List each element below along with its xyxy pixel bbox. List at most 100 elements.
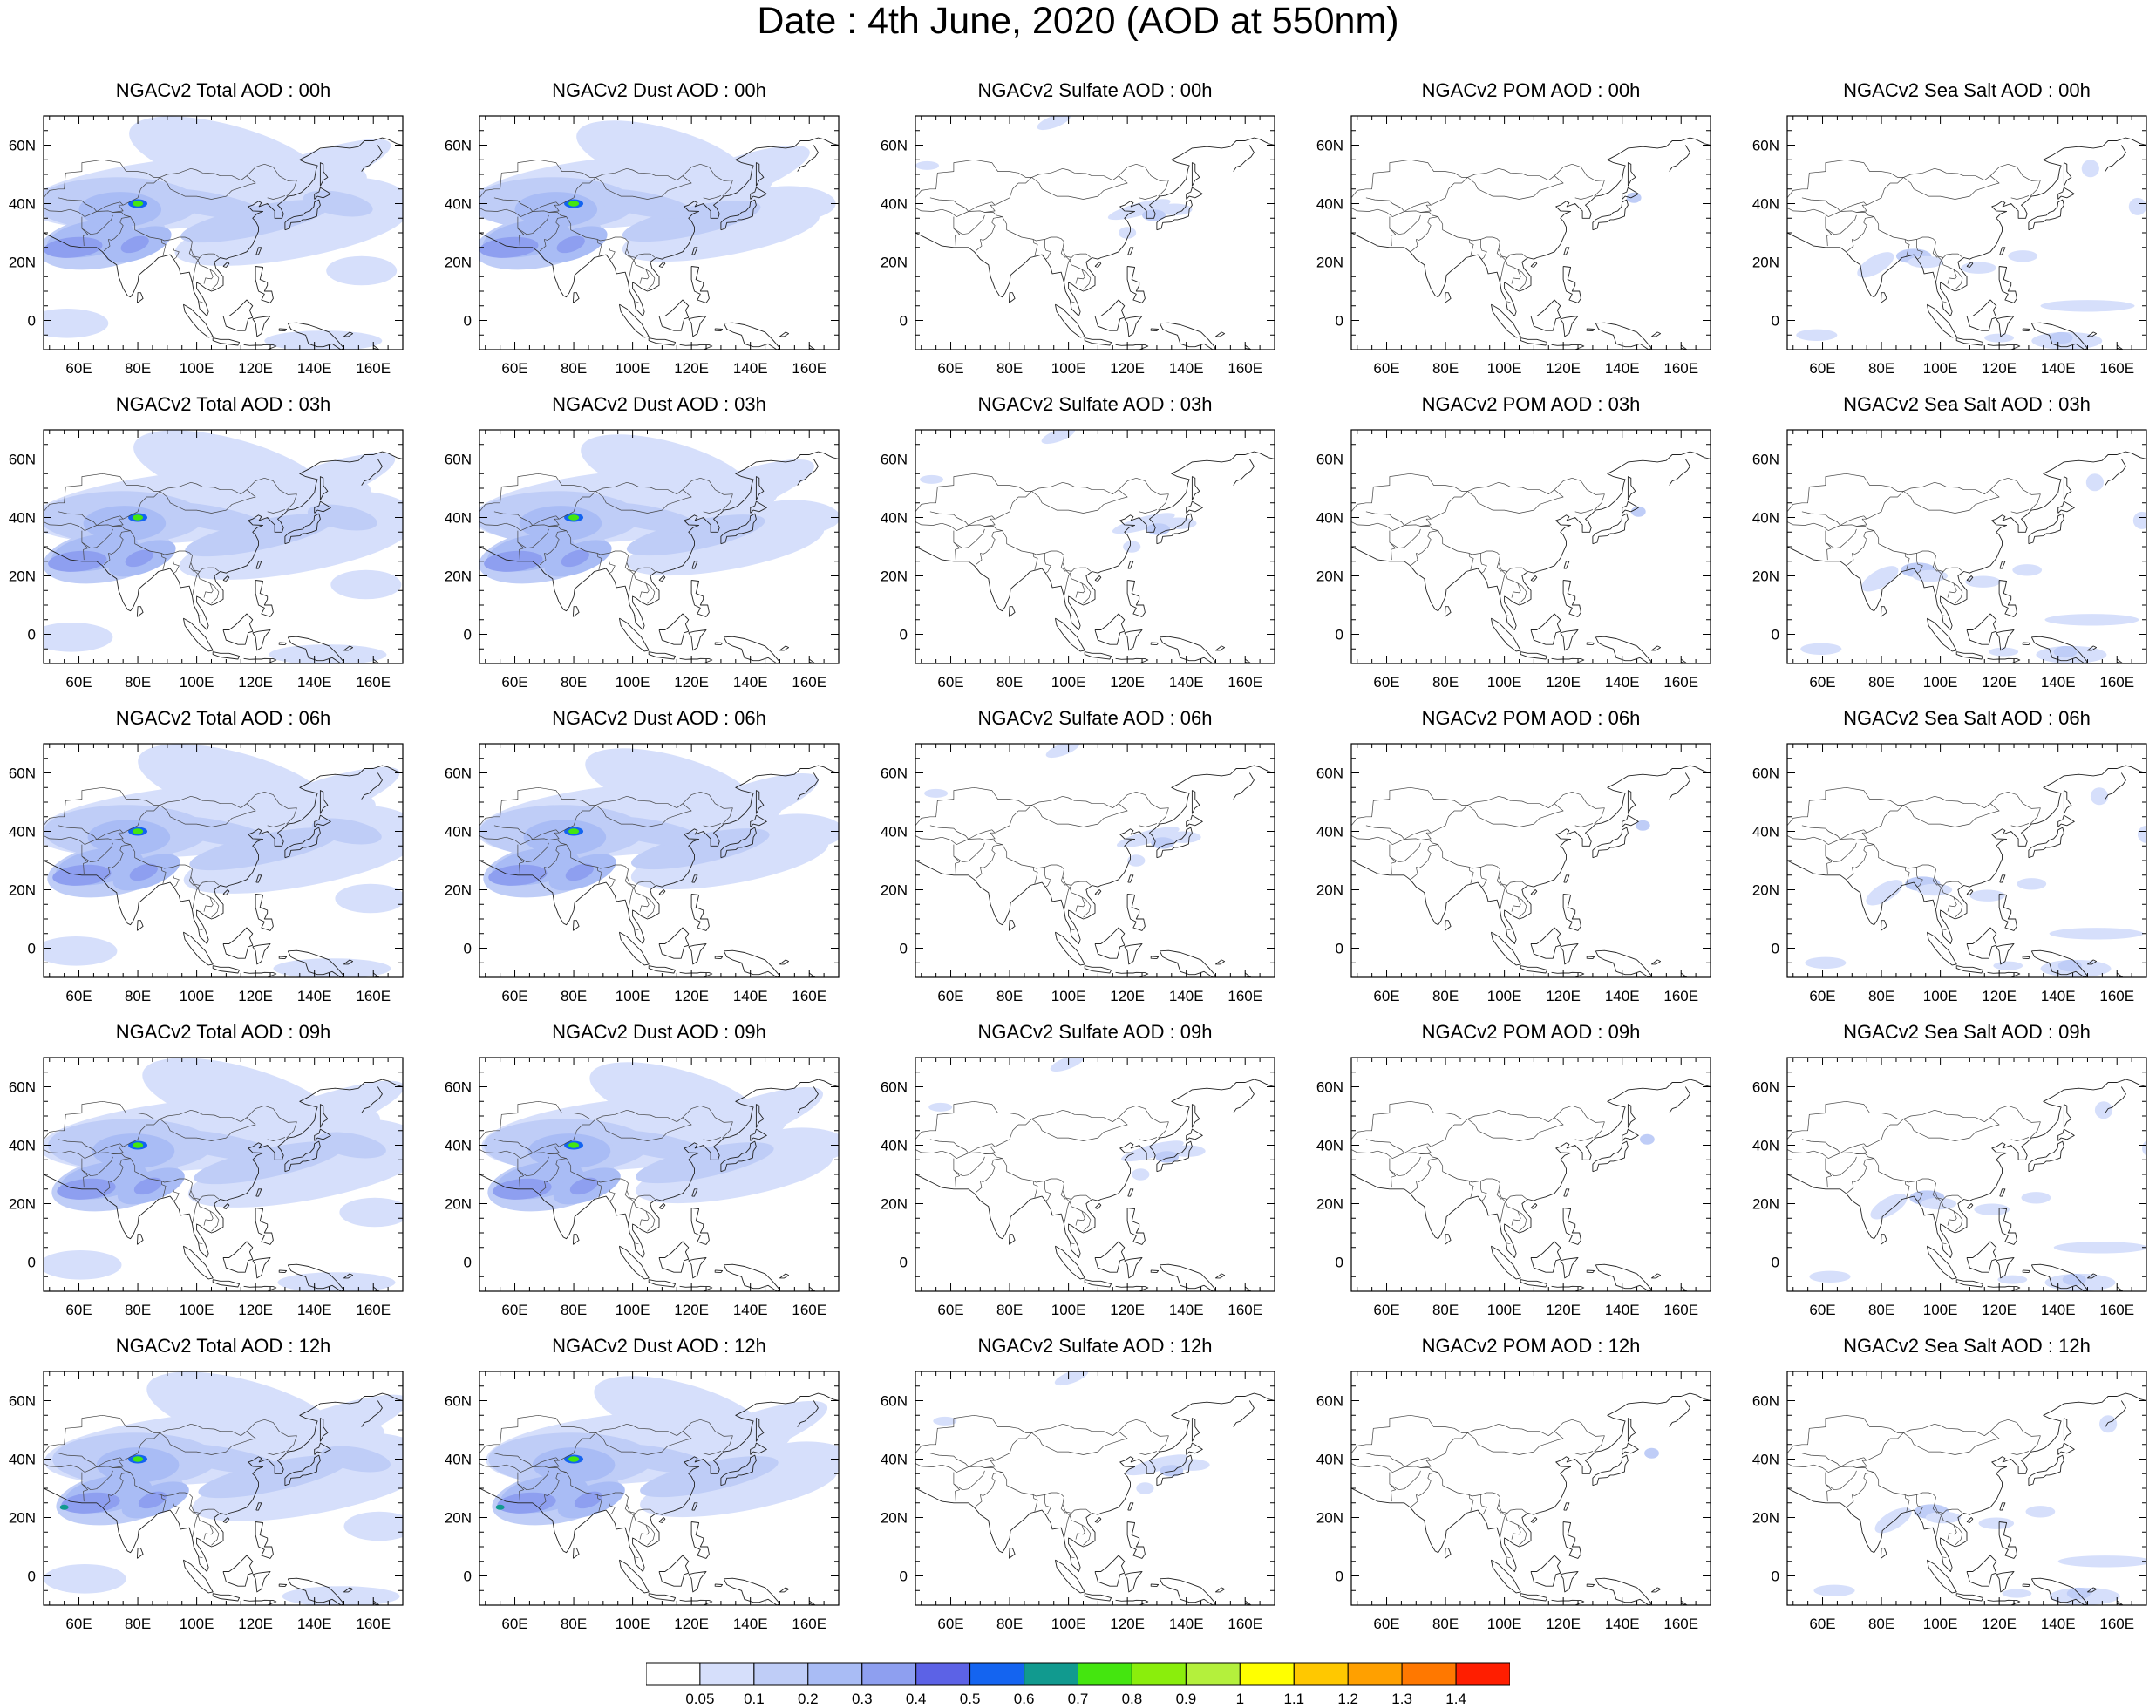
coastline — [779, 1587, 790, 1593]
panel-title-sulfate-4: NGACv2 Sulfate AOD : 12h — [977, 1335, 1213, 1357]
border — [1060, 1190, 1066, 1200]
coastline — [1215, 331, 1226, 337]
ticks — [44, 1371, 404, 1606]
border — [975, 553, 983, 566]
border — [44, 208, 220, 258]
border — [1942, 1242, 1947, 1245]
border — [123, 1105, 297, 1147]
coastline — [755, 1104, 765, 1128]
coastline — [1094, 299, 1126, 331]
border — [209, 896, 220, 918]
x-tick-label: 100E — [616, 988, 650, 1004]
aod-blob — [44, 623, 113, 652]
border — [1060, 562, 1066, 572]
coastline — [2030, 322, 2088, 350]
border — [123, 477, 297, 520]
y-tick-label: 0 — [1336, 941, 1343, 957]
border — [479, 208, 656, 258]
x-tick-label: 100E — [1487, 1616, 1522, 1632]
coastline — [723, 949, 780, 977]
coastline — [1244, 658, 1252, 663]
aod-blob — [125, 549, 153, 568]
coastline — [1562, 266, 1581, 303]
border — [1064, 571, 1072, 597]
coastline — [44, 765, 403, 944]
coastline — [1627, 476, 1636, 500]
border — [1932, 876, 1938, 886]
border — [1044, 239, 1051, 260]
colorbar-box — [1293, 1662, 1349, 1686]
border — [1801, 197, 1841, 212]
border — [1365, 1453, 1405, 1467]
border — [1404, 1457, 1432, 1468]
y-tick-label: 40N — [881, 510, 908, 527]
border — [44, 1414, 160, 1454]
border — [1467, 1431, 1564, 1455]
border — [1852, 1472, 1874, 1496]
coastline — [284, 1140, 321, 1173]
border — [1500, 885, 1508, 911]
border — [1351, 835, 1527, 886]
border — [995, 477, 1169, 520]
coastline — [797, 145, 819, 172]
aod-blob — [588, 188, 694, 219]
colorbar-label: 0.8 — [1121, 1691, 1143, 1707]
coastline — [1955, 1593, 1984, 1602]
map-panel-pom-3: 60E 80E 100E 120E 140E 160E 60N 40N 20N 0 — [1316, 1057, 1711, 1318]
border — [192, 1513, 201, 1539]
coastline — [1680, 972, 1688, 977]
border — [1060, 248, 1066, 258]
y-tick-label: 20N — [1316, 1196, 1343, 1213]
coastline — [1586, 1583, 1595, 1588]
y-tick-label: 60N — [445, 1393, 472, 1410]
coastline — [2057, 500, 2075, 514]
border — [624, 1504, 630, 1514]
coastline — [1490, 931, 1521, 966]
coastlines — [44, 137, 403, 350]
border — [1496, 1504, 1502, 1514]
coastline — [1094, 613, 1126, 645]
aod-field — [44, 430, 403, 663]
coastline — [1627, 790, 1636, 814]
border — [160, 867, 167, 884]
coastline — [723, 636, 780, 663]
aod-blob — [924, 788, 949, 798]
coastline — [1054, 1559, 1085, 1594]
border — [1467, 489, 1564, 514]
aod-field — [1626, 192, 1642, 203]
coastline — [618, 1559, 650, 1594]
y-tick-label: 20N — [9, 882, 36, 899]
coastline — [182, 931, 214, 966]
border — [1500, 569, 1521, 598]
border — [1867, 1419, 2041, 1461]
border — [1468, 1494, 1474, 1512]
coastline — [1996, 1257, 2015, 1279]
coastline — [1966, 1555, 1997, 1587]
border — [1787, 1149, 1963, 1200]
border — [624, 562, 630, 572]
coastline — [2105, 1086, 2126, 1113]
y-tick-label: 20N — [445, 882, 472, 899]
y-tick-label: 20N — [1316, 1510, 1343, 1527]
border — [160, 175, 256, 200]
border — [1574, 1137, 1594, 1141]
border — [173, 239, 180, 260]
border — [1904, 553, 1910, 570]
y-tick-label: 40N — [1752, 1452, 1779, 1468]
x-tick-label: 80E — [1432, 674, 1459, 691]
coastline — [1156, 1454, 1193, 1487]
ticks — [915, 1371, 1275, 1606]
coastline — [1094, 1555, 1126, 1587]
border — [1847, 1494, 1854, 1507]
coastline — [222, 262, 230, 268]
map-panel-seasalt-1: 60E 80E 100E 120E 140E 160E 60N 40N 20N 0 — [1752, 429, 2147, 691]
coastline — [1127, 561, 1134, 569]
coastline — [1094, 575, 1102, 582]
border — [517, 216, 525, 247]
coastline — [1084, 337, 1112, 346]
coastline — [319, 1418, 329, 1442]
aod-blob — [1870, 1194, 1908, 1220]
aod-blob — [194, 1141, 344, 1185]
coastline — [691, 561, 698, 569]
border — [703, 1451, 722, 1455]
